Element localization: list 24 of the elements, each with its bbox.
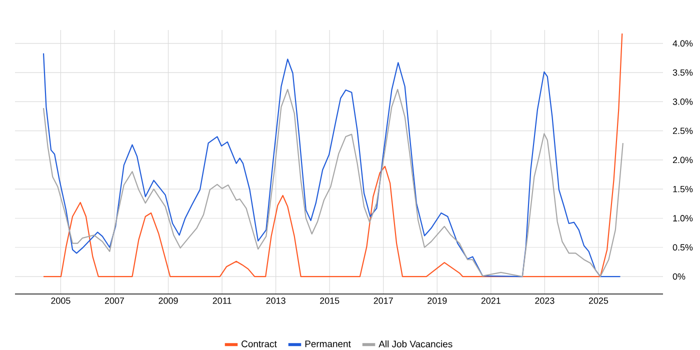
- legend-label: Contract: [242, 340, 277, 348]
- y-tick-label: 4.0%: [672, 40, 693, 47]
- legend-label: All Job Vacancies: [378, 340, 452, 348]
- y-tick-label: 2.5%: [672, 128, 693, 134]
- line-series: [42, 88, 624, 278]
- x-tick-label: 2011: [212, 298, 232, 304]
- x-tick-label: 2005: [51, 298, 70, 304]
- legend-label: Permanent: [305, 340, 351, 348]
- y-tick-label: 3.5%: [672, 69, 693, 76]
- y-tick-label: 2.0%: [672, 156, 693, 164]
- x-tick-label: 2009: [158, 298, 178, 304]
- x-tick-label: 2023: [535, 298, 554, 304]
- x-tick-label: 2015: [320, 298, 340, 304]
- x-tick-label: 2025: [588, 298, 608, 304]
- y-tick-label: 0%: [672, 273, 686, 280]
- y-tick-label: 1.5%: [673, 186, 693, 192]
- x-tick-label: 2007: [104, 298, 124, 304]
- y-tick-label: 3.0%: [672, 98, 693, 105]
- x-tick-label: 2019: [428, 298, 447, 304]
- x-tick-label: 2013: [266, 298, 286, 304]
- y-tick-label: 1.0%: [673, 215, 693, 222]
- x-tick-label: 2017: [374, 298, 393, 304]
- y-tick-label: 0.5%: [672, 244, 693, 251]
- x-tick-label: 2021: [481, 298, 500, 304]
